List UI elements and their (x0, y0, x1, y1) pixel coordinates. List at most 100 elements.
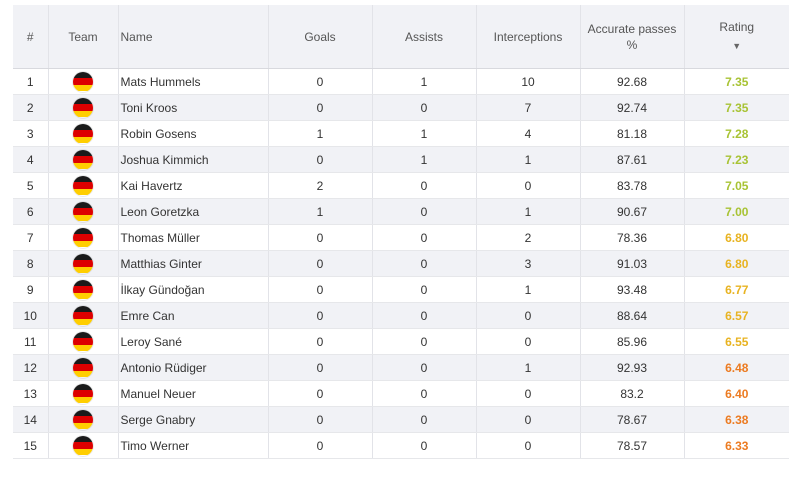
team-cell (48, 94, 119, 121)
accurate-passes-cell: 93.48 (580, 276, 685, 303)
assists-cell: 0 (372, 406, 477, 433)
germany-flag-icon (73, 149, 93, 170)
table-row[interactable]: 11 Leroy Sané 0 0 0 85.96 6.55 (13, 328, 789, 355)
interceptions-cell: 0 (476, 432, 581, 459)
goals-cell: 0 (268, 224, 373, 251)
assists-cell: 1 (372, 120, 477, 147)
goals-cell: 0 (268, 406, 373, 433)
team-cell (48, 328, 119, 355)
team-cell (48, 120, 119, 147)
column-header-rank[interactable]: # (13, 5, 49, 69)
germany-flag-icon (73, 253, 93, 274)
germany-flag-icon (73, 383, 93, 404)
interceptions-cell: 0 (476, 380, 581, 407)
assists-cell: 0 (372, 380, 477, 407)
interceptions-cell: 7 (476, 94, 581, 121)
goals-cell: 0 (268, 250, 373, 277)
column-header-accurate-passes[interactable]: Accurate passes % (580, 5, 685, 69)
table-row[interactable]: 8 Matthias Ginter 0 0 3 91.03 6.80 (13, 250, 789, 277)
player-name-cell: Timo Werner (118, 432, 269, 459)
rating-cell: 7.00 (684, 198, 789, 225)
column-header-interceptions[interactable]: Interceptions (476, 5, 581, 69)
table-row[interactable]: 12 Antonio Rüdiger 0 0 1 92.93 6.48 (13, 354, 789, 381)
goals-cell: 0 (268, 146, 373, 173)
table-row[interactable]: 7 Thomas Müller 0 0 2 78.36 6.80 (13, 224, 789, 251)
table-row[interactable]: 13 Manuel Neuer 0 0 0 83.2 6.40 (13, 380, 789, 407)
rank-cell: 5 (13, 172, 49, 199)
rank-cell: 2 (13, 94, 49, 121)
player-name-cell: Toni Kroos (118, 94, 269, 121)
goals-cell: 0 (268, 328, 373, 355)
assists-cell: 0 (372, 276, 477, 303)
accurate-passes-cell: 83.2 (580, 380, 685, 407)
table-row[interactable]: 14 Serge Gnabry 0 0 0 78.67 6.38 (13, 406, 789, 433)
germany-flag-icon (73, 71, 93, 92)
accurate-passes-cell: 90.67 (580, 198, 685, 225)
table-row[interactable]: 1 Mats Hummels 0 1 10 92.68 7.35 (13, 68, 789, 95)
team-cell (48, 432, 119, 459)
interceptions-cell: 4 (476, 120, 581, 147)
goals-cell: 0 (268, 380, 373, 407)
column-header-goals[interactable]: Goals (268, 5, 373, 69)
assists-cell: 0 (372, 432, 477, 459)
accurate-passes-cell: 92.74 (580, 94, 685, 121)
player-name-cell: Mats Hummels (118, 68, 269, 95)
rank-cell: 13 (13, 380, 49, 407)
player-name-cell: Thomas Müller (118, 224, 269, 251)
player-name-cell: İlkay Gündoğan (118, 276, 269, 303)
player-name-cell: Leroy Sané (118, 328, 269, 355)
player-name-cell: Leon Goretzka (118, 198, 269, 225)
assists-cell: 0 (372, 172, 477, 199)
rating-cell: 6.57 (684, 302, 789, 329)
germany-flag-icon (73, 435, 93, 456)
germany-flag-icon (73, 201, 93, 222)
table-row[interactable]: 10 Emre Can 0 0 0 88.64 6.57 (13, 302, 789, 329)
accurate-passes-cell: 92.93 (580, 354, 685, 381)
assists-cell: 0 (372, 354, 477, 381)
column-header-assists[interactable]: Assists (372, 5, 477, 69)
germany-flag-icon (73, 123, 93, 144)
rating-cell: 6.38 (684, 406, 789, 433)
rating-cell: 7.23 (684, 146, 789, 173)
table-row[interactable]: 5 Kai Havertz 2 0 0 83.78 7.05 (13, 172, 789, 199)
team-cell (48, 198, 119, 225)
table-row[interactable]: 2 Toni Kroos 0 0 7 92.74 7.35 (13, 94, 789, 121)
player-name-cell: Serge Gnabry (118, 406, 269, 433)
rating-cell: 6.33 (684, 432, 789, 459)
team-cell (48, 68, 119, 95)
accurate-passes-cell: 88.64 (580, 302, 685, 329)
interceptions-cell: 3 (476, 250, 581, 277)
table-row[interactable]: 9 İlkay Gündoğan 0 0 1 93.48 6.77 (13, 276, 789, 303)
rank-cell: 11 (13, 328, 49, 355)
sort-descending-icon[interactable]: ▼ (732, 41, 742, 51)
rank-cell: 7 (13, 224, 49, 251)
interceptions-cell: 0 (476, 302, 581, 329)
goals-cell: 0 (268, 276, 373, 303)
team-cell (48, 224, 119, 251)
rating-cell: 6.48 (684, 354, 789, 381)
germany-flag-icon (73, 409, 93, 430)
player-stats-table: # Team Name Goals Assists Interceptions … (13, 5, 789, 459)
accurate-passes-cell: 85.96 (580, 328, 685, 355)
table-row[interactable]: 15 Timo Werner 0 0 0 78.57 6.33 (13, 432, 789, 459)
table-row[interactable]: 3 Robin Gosens 1 1 4 81.18 7.28 (13, 120, 789, 147)
rating-cell: 6.80 (684, 224, 789, 251)
rank-cell: 8 (13, 250, 49, 277)
interceptions-cell: 0 (476, 328, 581, 355)
rank-cell: 12 (13, 354, 49, 381)
column-header-rating[interactable]: Rating ▼ (684, 5, 789, 69)
table-body: 1 Mats Hummels 0 1 10 92.68 7.35 2 Toni Kroos 0 0 7… (13, 68, 789, 459)
interceptions-cell: 1 (476, 354, 581, 381)
assists-cell: 1 (372, 146, 477, 173)
goals-cell: 0 (268, 68, 373, 95)
goals-cell: 0 (268, 354, 373, 381)
accurate-passes-unit: % (626, 37, 638, 52)
interceptions-cell: 0 (476, 172, 581, 199)
column-header-name[interactable]: Name (118, 5, 269, 69)
interceptions-cell: 1 (476, 146, 581, 173)
table-row[interactable]: 4 Joshua Kimmich 0 1 1 87.61 7.23 (13, 146, 789, 173)
column-header-team[interactable]: Team (48, 5, 119, 69)
germany-flag-icon (73, 357, 93, 378)
table-row[interactable]: 6 Leon Goretzka 1 0 1 90.67 7.00 (13, 198, 789, 225)
assists-cell: 1 (372, 68, 477, 95)
